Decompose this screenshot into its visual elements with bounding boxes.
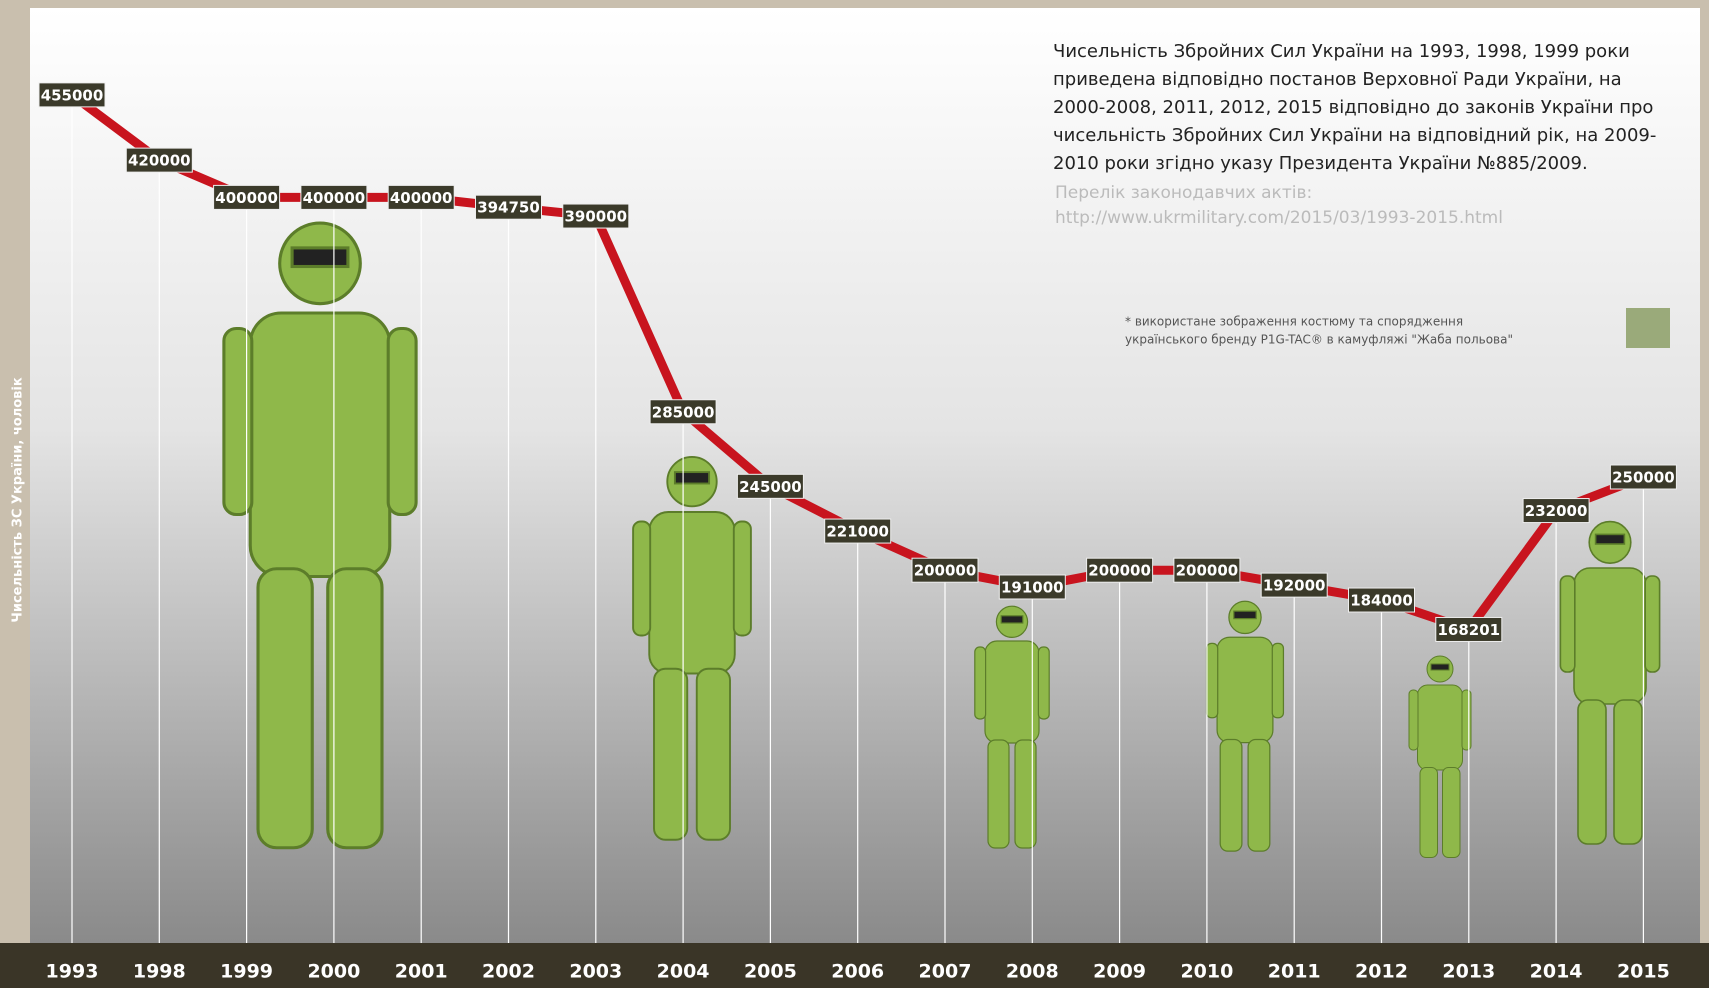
footnote-line: українського бренду P1G-TAC® в камуфляжі… bbox=[1125, 333, 1513, 347]
sources-url: http://www.ukrmilitary.com/2015/03/1993-… bbox=[1055, 208, 1503, 228]
x-tick-label: 2004 bbox=[657, 961, 710, 983]
value-label: 200000 bbox=[1176, 562, 1239, 580]
x-tick-label: 2005 bbox=[744, 961, 797, 983]
value-label: 250000 bbox=[1612, 469, 1675, 487]
value-label-box bbox=[1609, 464, 1677, 490]
x-tick-label: 2015 bbox=[1617, 961, 1670, 983]
value-label-box bbox=[1348, 587, 1415, 613]
value-label: 420000 bbox=[128, 152, 191, 170]
x-tick-label: 2003 bbox=[569, 961, 622, 983]
value-label: 192000 bbox=[1263, 577, 1326, 595]
value-label-box bbox=[911, 557, 979, 583]
footnote-line: * використане зображення костюму та спор… bbox=[1125, 315, 1463, 329]
value-label: 455000 bbox=[41, 86, 104, 104]
value-label-box bbox=[824, 518, 892, 544]
y-axis-label: Чисельність ЗС України, чоловік bbox=[11, 377, 26, 623]
note-line: 2000-2008, 2011, 2012, 2015 відповідно д… bbox=[1053, 97, 1653, 118]
sources-label: Перелік законодавчих актів: bbox=[1055, 183, 1312, 203]
value-label: 200000 bbox=[914, 562, 977, 580]
value-label-box bbox=[300, 184, 368, 210]
value-label: 221000 bbox=[826, 523, 889, 541]
x-tick-label: 1999 bbox=[220, 961, 273, 983]
value-label-box bbox=[1435, 616, 1503, 642]
x-tick-label: 2012 bbox=[1355, 961, 1408, 983]
value-label: 184000 bbox=[1350, 592, 1413, 610]
note-line: Чисельність Збройних Сил України на 1993… bbox=[1053, 41, 1630, 62]
soldiers bbox=[222, 221, 1661, 858]
value-label-box bbox=[125, 147, 193, 173]
x-tick-label: 2001 bbox=[395, 961, 448, 983]
x-tick-label: 2008 bbox=[1006, 961, 1059, 983]
value-label: 390000 bbox=[564, 208, 627, 226]
x-tick-label: 2006 bbox=[831, 961, 884, 983]
notes: Чисельність Збройних Сил України на 1993… bbox=[1053, 41, 1670, 348]
x-tick-label: 2007 bbox=[919, 961, 972, 983]
value-label-box bbox=[1173, 557, 1241, 583]
value-label-box bbox=[1522, 498, 1590, 524]
value-label: 400000 bbox=[303, 189, 366, 207]
note-line: приведена відповідно постанов Верховної … bbox=[1053, 69, 1622, 90]
value-label-box bbox=[1260, 572, 1328, 598]
x-tick-label: 2011 bbox=[1268, 961, 1321, 983]
note-line: чисельність Збройних Сил України на відп… bbox=[1053, 125, 1656, 146]
value-label-box bbox=[38, 82, 106, 108]
value-label-box bbox=[387, 184, 455, 210]
value-label: 285000 bbox=[652, 403, 715, 421]
value-label: 200000 bbox=[1088, 562, 1151, 580]
logo bbox=[1626, 308, 1670, 348]
value-label-box bbox=[1086, 557, 1154, 583]
value-label-box bbox=[736, 473, 804, 499]
value-label: 400000 bbox=[390, 189, 453, 207]
value-label-box bbox=[649, 399, 717, 425]
x-tick-label: 2010 bbox=[1180, 961, 1233, 983]
value-label: 232000 bbox=[1525, 502, 1588, 520]
value-label: 245000 bbox=[739, 478, 802, 496]
note-line: 2010 роки згідно указу Президента Україн… bbox=[1053, 153, 1588, 174]
x-tick-label: 2002 bbox=[482, 961, 535, 983]
value-label-box bbox=[475, 194, 542, 220]
value-label-box bbox=[998, 574, 1066, 600]
x-tick-label: 2013 bbox=[1442, 961, 1495, 983]
axis-band bbox=[0, 943, 1709, 988]
value-label: 168201 bbox=[1437, 621, 1500, 639]
x-tick-label: 1993 bbox=[46, 961, 99, 983]
x-tick-label: 2000 bbox=[307, 961, 360, 983]
value-label: 400000 bbox=[215, 189, 278, 207]
value-label-box bbox=[213, 184, 281, 210]
x-tick-label: 2009 bbox=[1093, 961, 1146, 983]
value-label: 191000 bbox=[1001, 578, 1064, 596]
x-tick-label: 2014 bbox=[1530, 961, 1583, 983]
value-label: 394750 bbox=[477, 199, 540, 217]
value-label-box bbox=[562, 203, 630, 229]
x-tick-label: 1998 bbox=[133, 961, 186, 983]
